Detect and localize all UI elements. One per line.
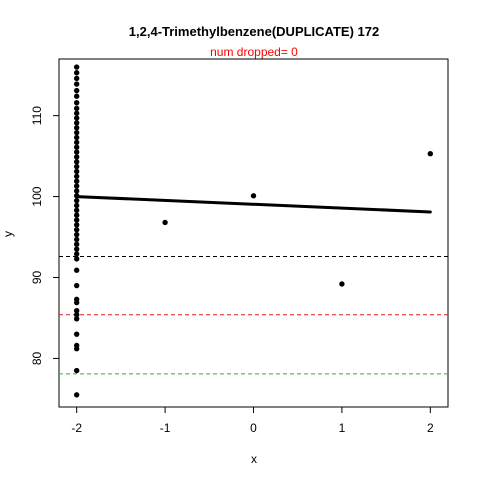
data-point bbox=[73, 217, 80, 223]
data-point bbox=[73, 183, 80, 189]
data-point bbox=[73, 139, 80, 146]
data-point bbox=[73, 173, 80, 180]
data-point bbox=[73, 149, 80, 155]
data-point bbox=[73, 93, 80, 99]
data-point bbox=[73, 212, 80, 218]
data-point bbox=[73, 282, 80, 289]
data-point bbox=[73, 231, 80, 238]
data-point bbox=[73, 197, 80, 204]
y-tick-label: 110 bbox=[30, 106, 44, 125]
chart-title: 1,2,4-Trimethylbenzene(DUPLICATE) 172 bbox=[129, 24, 379, 39]
data-point bbox=[73, 267, 80, 273]
data-points bbox=[73, 64, 434, 398]
data-point bbox=[73, 207, 80, 214]
x-tick-label: -1 bbox=[160, 421, 171, 435]
data-point bbox=[73, 87, 80, 94]
reference-lines bbox=[59, 255, 448, 375]
data-point bbox=[73, 256, 80, 262]
data-point bbox=[73, 222, 80, 228]
data-point bbox=[73, 129, 80, 136]
data-point bbox=[162, 219, 168, 226]
data-point bbox=[73, 246, 80, 252]
data-point bbox=[339, 281, 345, 287]
y-axis-label: y bbox=[1, 231, 15, 237]
data-point bbox=[73, 154, 80, 160]
data-point bbox=[73, 70, 80, 76]
data-point bbox=[73, 251, 80, 257]
x-axis: -2 -1 0 1 2 bbox=[71, 407, 434, 435]
y-axis: 80 90 100 110 bbox=[30, 106, 59, 365]
y-tick-label: 80 bbox=[30, 351, 44, 365]
data-point bbox=[427, 150, 434, 157]
data-point bbox=[73, 312, 80, 318]
data-point bbox=[73, 367, 80, 374]
data-point bbox=[73, 236, 80, 243]
data-point bbox=[73, 178, 80, 184]
data-point bbox=[73, 202, 80, 209]
x-tick-label: 0 bbox=[250, 421, 257, 435]
data-point bbox=[73, 134, 80, 141]
data-point bbox=[73, 125, 80, 131]
fit-line-group bbox=[75, 195, 432, 214]
data-point bbox=[73, 346, 80, 352]
x-tick-label: -2 bbox=[71, 421, 82, 435]
data-point bbox=[73, 307, 80, 314]
data-point bbox=[73, 163, 80, 170]
data-point bbox=[73, 241, 80, 248]
x-axis-label: x bbox=[251, 452, 257, 466]
data-point bbox=[250, 193, 257, 199]
data-point bbox=[73, 299, 80, 306]
data-point bbox=[73, 120, 80, 126]
data-point bbox=[73, 115, 80, 121]
x-tick-label: 1 bbox=[339, 421, 346, 435]
y-tick-label: 100 bbox=[30, 186, 44, 206]
data-point bbox=[73, 144, 80, 150]
data-point bbox=[73, 227, 80, 233]
data-point bbox=[73, 193, 80, 199]
chart-subtitle: num dropped= 0 bbox=[210, 45, 298, 59]
data-point bbox=[73, 331, 80, 337]
data-point bbox=[73, 168, 80, 175]
x-tick-label: 2 bbox=[427, 421, 434, 435]
y-tick-label: 90 bbox=[30, 271, 44, 285]
data-point bbox=[73, 159, 80, 165]
data-point bbox=[73, 392, 80, 398]
data-point bbox=[73, 110, 80, 116]
data-point bbox=[73, 316, 80, 322]
fit-line bbox=[75, 195, 432, 214]
data-point bbox=[73, 188, 80, 194]
data-point bbox=[73, 105, 80, 112]
data-point bbox=[73, 75, 80, 82]
data-point bbox=[73, 100, 80, 106]
data-point bbox=[73, 64, 80, 70]
data-point bbox=[73, 81, 80, 87]
